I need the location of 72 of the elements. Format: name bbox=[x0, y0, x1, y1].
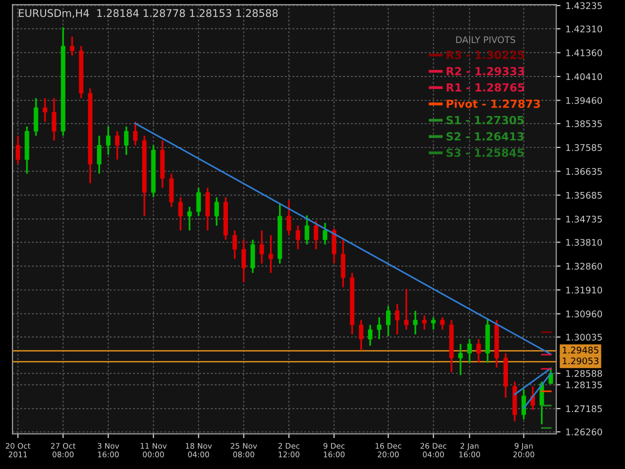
ref-line-label: 1.29053 bbox=[562, 357, 598, 364]
y-tick-label: 1.32860 bbox=[566, 262, 602, 270]
y-tick-label: 1.28588 bbox=[566, 370, 602, 377]
y-tick-label: 1.26260 bbox=[566, 428, 602, 436]
candlestick bbox=[169, 172, 174, 208]
candlestick bbox=[386, 305, 390, 337]
candlestick bbox=[42, 97, 48, 123]
candlestick bbox=[232, 230, 237, 260]
candlestick bbox=[96, 134, 102, 175]
candlestick bbox=[250, 238, 256, 274]
y-tick-label: 1.30035 bbox=[566, 334, 602, 341]
y-tick-label: 1.40410 bbox=[566, 73, 602, 80]
y-tick-label: 1.34735 bbox=[566, 216, 602, 223]
text: Pivot - 1.27873 bbox=[446, 99, 540, 108]
y-tick-label: 1.39460 bbox=[566, 97, 602, 104]
chart-title: EURUSDm,H4 1.28184 1.28778 1.28153 1.28588 bbox=[18, 9, 278, 18]
candlestick bbox=[115, 130, 120, 160]
y-tick-label: 1.41360 bbox=[566, 49, 602, 56]
candlestick bbox=[431, 316, 436, 330]
candlestick bbox=[358, 319, 364, 352]
candlestick bbox=[178, 196, 183, 232]
candlestick bbox=[133, 120, 138, 146]
legend-label: S3 - 1.25845 bbox=[446, 148, 524, 157]
y-tick-label: 1.36635 bbox=[566, 168, 602, 175]
y-tick-label: 1.38535 bbox=[566, 120, 602, 128]
candlestick bbox=[340, 238, 346, 288]
candlestick bbox=[467, 338, 472, 364]
candlestick bbox=[521, 388, 526, 420]
candlestick bbox=[34, 97, 38, 137]
y-tick-label: 1.31910 bbox=[566, 286, 602, 294]
candlestick bbox=[368, 324, 372, 347]
legend-label: S2 - 1.26413 bbox=[446, 132, 524, 141]
candlestick bbox=[124, 126, 129, 156]
candlestick bbox=[395, 303, 400, 336]
legend-label: S1 - 1.27305 bbox=[446, 116, 524, 124]
candlestick bbox=[304, 214, 310, 246]
candlestick bbox=[548, 368, 554, 386]
candlestick bbox=[187, 206, 192, 232]
y-tick-label: 1.35685 bbox=[566, 192, 602, 199]
y-tick-label: 1.27185 bbox=[566, 405, 602, 412]
y-tick-label: 1.30960 bbox=[566, 310, 602, 318]
candlestick bbox=[70, 36, 74, 56]
candlestick bbox=[404, 288, 409, 330]
candlestick bbox=[205, 186, 210, 232]
candlestick bbox=[286, 199, 292, 236]
candlestick bbox=[296, 224, 300, 250]
candlestick bbox=[458, 343, 463, 376]
candlestick bbox=[214, 196, 219, 226]
legend-label: R2 - 1.29333 bbox=[446, 66, 524, 76]
candlestick bbox=[422, 314, 427, 330]
y-tick-label: 1.33810 bbox=[566, 238, 602, 246]
candlestick bbox=[260, 230, 264, 264]
ref-line-label: 1.29485 bbox=[562, 346, 598, 354]
candlestick bbox=[314, 220, 318, 250]
y-tick-label: 1.42310 bbox=[566, 26, 602, 32]
candlestick bbox=[322, 222, 328, 246]
candlestick bbox=[106, 126, 110, 156]
candlestick bbox=[332, 228, 336, 264]
candlestick bbox=[376, 316, 382, 340]
candlestick bbox=[268, 234, 274, 274]
y-tick-label: 1.43235 bbox=[566, 2, 602, 10]
legend-label: R1 - 1.28765 bbox=[446, 83, 524, 92]
y-tick-label: 1.28135 bbox=[566, 381, 602, 388]
legend-title: DAILY PIVOTS bbox=[456, 36, 516, 44]
candlestick bbox=[476, 338, 481, 364]
candlestick bbox=[241, 238, 246, 284]
candlestick bbox=[16, 134, 20, 165]
candlestick bbox=[52, 97, 56, 142]
candlestick bbox=[196, 186, 201, 217]
y-tick-label: 1.37585 bbox=[566, 144, 602, 151]
candlestick bbox=[413, 310, 418, 336]
candlestick bbox=[440, 316, 445, 330]
